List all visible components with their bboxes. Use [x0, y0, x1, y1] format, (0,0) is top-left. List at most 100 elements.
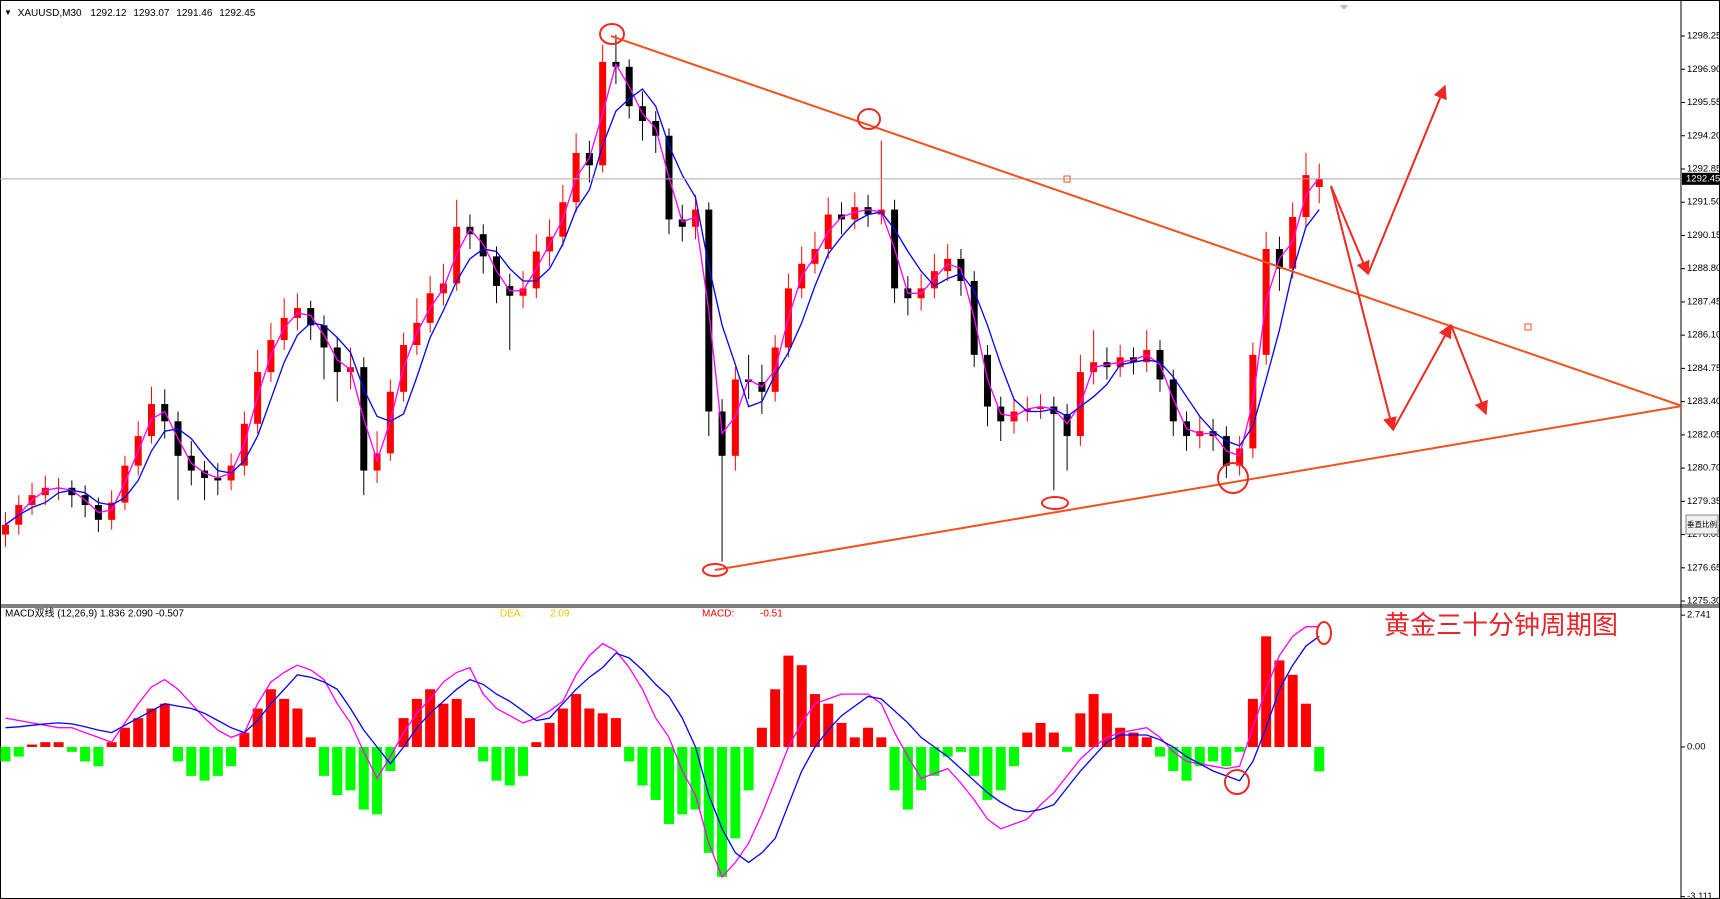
histogram-bar: [557, 708, 568, 747]
histogram-bar: [809, 694, 820, 747]
histogram-bar: [212, 746, 223, 776]
histogram-bar: [80, 746, 91, 762]
histogram-bar: [677, 746, 688, 815]
histogram-bar: [876, 737, 887, 747]
y-tick-label: 1287.45: [1687, 296, 1720, 307]
histogram-bar: [40, 742, 51, 747]
trendline-handle: [1524, 323, 1532, 331]
candle-body: [214, 477, 222, 481]
histogram-bar: [916, 746, 927, 791]
candle-body: [944, 258, 952, 272]
header-icon: ▼: [4, 8, 12, 17]
dea-value: 2.09: [550, 609, 570, 620]
header-open: 1292.12: [90, 8, 127, 19]
histogram-bar: [464, 718, 475, 747]
y-tick-label: 1296.90: [1687, 64, 1720, 75]
candle-body: [1143, 349, 1151, 363]
candle-body: [864, 207, 872, 215]
candle-body: [1236, 448, 1244, 466]
indicator-label: MACD双线 (12,26,9) 1.836 2.090 -0.507: [5, 607, 184, 620]
histogram-bar: [199, 746, 210, 781]
histogram-bar: [478, 746, 489, 762]
histogram-bar: [13, 746, 24, 757]
histogram-bar: [637, 746, 648, 786]
candle-body: [1037, 406, 1045, 410]
histogram-bar: [849, 737, 860, 747]
histogram-bar: [982, 746, 993, 800]
current-price-label: 1292.45: [1686, 173, 1720, 184]
histogram-bar: [372, 746, 383, 815]
current-price-box: [1682, 172, 1720, 185]
trendline-upper: [610, 35, 1683, 407]
candle-body: [307, 308, 315, 326]
histogram-bar: [1208, 746, 1219, 762]
y-tick-label: 1292.85: [1687, 163, 1720, 174]
highlight-circle: [702, 563, 728, 577]
candle-body: [851, 207, 859, 220]
histogram-bar: [106, 742, 117, 747]
y-tick-label: 1275.30: [1687, 596, 1720, 607]
y-tick-label: 1278.00: [1687, 529, 1720, 540]
candle-body: [731, 379, 739, 456]
histogram-bar: [173, 746, 184, 762]
candle-body: [1063, 413, 1071, 437]
indicator-line: [5, 88, 1320, 526]
histogram-bar: [491, 746, 502, 781]
histogram-bar: [1168, 746, 1179, 772]
histogram-bar: [1261, 636, 1272, 747]
trendline-handle: [1063, 175, 1071, 183]
histogram-bar: [119, 727, 130, 747]
histogram-bar: [969, 746, 980, 776]
histogram-bar: [955, 746, 966, 752]
histogram-bar: [717, 746, 728, 877]
histogram-bar: [265, 689, 276, 747]
histogram-bar: [823, 703, 834, 747]
histogram-bar: [531, 742, 542, 747]
highlight-circle: [1041, 496, 1069, 510]
highlight-circle: [599, 23, 625, 45]
histogram-bar: [292, 708, 303, 747]
symbol: XAUUSD,M30: [18, 8, 82, 19]
histogram-bar: [385, 746, 396, 772]
header-low: 1291.46: [176, 8, 213, 19]
chart-annotation: 黄金三十分钟周期图: [1384, 611, 1618, 640]
histogram-bar: [1022, 732, 1033, 747]
trendline-lower: [714, 405, 1683, 571]
histogram-bar: [1287, 674, 1298, 747]
y-tick-label: 1286.10: [1687, 330, 1720, 341]
histogram-bar: [1088, 694, 1099, 747]
histogram-bar: [1194, 746, 1205, 767]
candle-body: [201, 470, 209, 478]
histogram-bar: [27, 744, 38, 747]
candle-body: [68, 487, 76, 496]
histogram-bar: [425, 689, 436, 747]
scale-button[interactable]: 垂直比例: [1687, 519, 1717, 529]
histogram-bar: [770, 689, 781, 747]
macd-value: -0.51: [760, 609, 783, 620]
histogram-bar: [597, 713, 608, 747]
scale-button-frame[interactable]: [1685, 514, 1719, 535]
histogram-bar: [1035, 722, 1046, 747]
histogram-bar: [624, 746, 635, 762]
histogram-bar: [146, 708, 157, 747]
histogram-bar: [451, 698, 462, 747]
histogram-bar: [650, 746, 661, 800]
histogram-bar: [584, 708, 595, 747]
histogram-bar: [1314, 746, 1325, 772]
histogram-bar: [159, 703, 170, 747]
histogram-bar: [902, 746, 913, 810]
histogram-bar: [1101, 713, 1112, 747]
candle-body: [41, 487, 49, 496]
histogram-bar: [1141, 737, 1152, 747]
histogram-bar: [239, 732, 250, 747]
histogram-bar: [1075, 713, 1086, 747]
histogram-bar: [796, 665, 807, 747]
candle-body: [678, 219, 686, 227]
header-close: 1292.45: [219, 8, 256, 19]
histogram-bar: [1247, 698, 1258, 747]
histogram-bar: [411, 698, 422, 747]
histogram-bar: [279, 698, 290, 747]
indicator-line: [5, 635, 1320, 864]
